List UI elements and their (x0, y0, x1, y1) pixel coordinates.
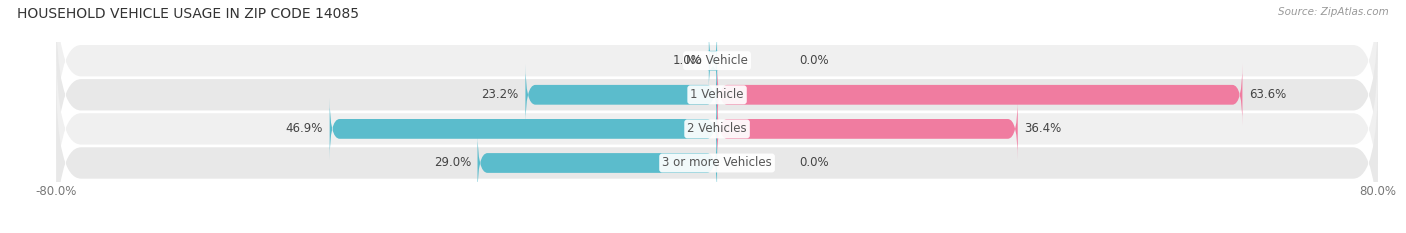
FancyBboxPatch shape (707, 30, 718, 92)
Text: 0.0%: 0.0% (800, 54, 830, 67)
Text: No Vehicle: No Vehicle (686, 54, 748, 67)
FancyBboxPatch shape (329, 98, 717, 160)
FancyBboxPatch shape (526, 64, 717, 126)
Text: Source: ZipAtlas.com: Source: ZipAtlas.com (1278, 7, 1389, 17)
FancyBboxPatch shape (56, 76, 1378, 233)
FancyBboxPatch shape (56, 42, 1378, 216)
FancyBboxPatch shape (717, 64, 1243, 126)
Text: 46.9%: 46.9% (285, 122, 323, 135)
FancyBboxPatch shape (56, 8, 1378, 182)
FancyBboxPatch shape (717, 98, 1018, 160)
Text: 1.0%: 1.0% (672, 54, 702, 67)
Text: 23.2%: 23.2% (482, 88, 519, 101)
Text: 3 or more Vehicles: 3 or more Vehicles (662, 157, 772, 169)
Text: 36.4%: 36.4% (1025, 122, 1062, 135)
Text: 29.0%: 29.0% (433, 157, 471, 169)
Text: 1 Vehicle: 1 Vehicle (690, 88, 744, 101)
Text: HOUSEHOLD VEHICLE USAGE IN ZIP CODE 14085: HOUSEHOLD VEHICLE USAGE IN ZIP CODE 1408… (17, 7, 359, 21)
FancyBboxPatch shape (478, 132, 717, 194)
Text: 0.0%: 0.0% (800, 157, 830, 169)
FancyBboxPatch shape (56, 0, 1378, 147)
Text: 2 Vehicles: 2 Vehicles (688, 122, 747, 135)
Text: 63.6%: 63.6% (1249, 88, 1286, 101)
